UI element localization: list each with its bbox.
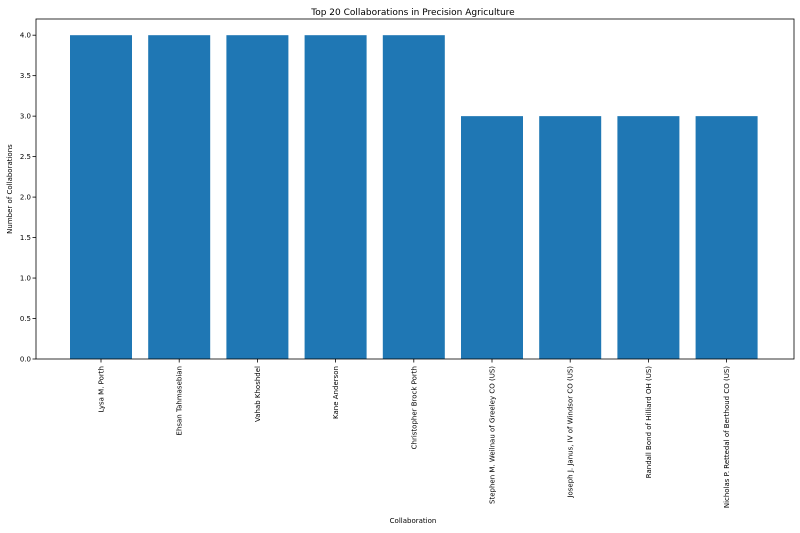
- y-tick-label: 0.0: [20, 356, 31, 364]
- bar: [617, 116, 679, 359]
- bar: [305, 35, 367, 359]
- x-tick-label: Ehsan Tahmasebian: [176, 366, 184, 435]
- bar: [539, 116, 601, 359]
- x-tick-label: Lysa M. Porth: [98, 366, 106, 412]
- x-tick-label: Christopher Brock Porth: [410, 366, 418, 449]
- bar: [383, 35, 445, 359]
- bar: [70, 35, 132, 359]
- bar: [696, 116, 758, 359]
- y-axis: 0.0 0.5 1.0 1.5 2.0 2.5 3.0 3.5 4.0: [20, 32, 36, 364]
- y-tick-label: 1.5: [20, 234, 31, 242]
- bar: [461, 116, 523, 359]
- y-tick-label: 4.0: [20, 32, 31, 40]
- x-tick-label: Kane Anderson: [332, 366, 340, 419]
- bar: [226, 35, 288, 359]
- y-axis-label: Number of Collaborations: [6, 144, 14, 234]
- y-tick-label: 3.0: [20, 113, 31, 121]
- y-tick-label: 3.5: [20, 72, 31, 80]
- x-tick-label: Stephen M. Weilnau of Greeley CO (US): [489, 366, 497, 504]
- y-tick-label: 1.0: [20, 275, 31, 283]
- y-tick-label: 0.5: [20, 315, 31, 323]
- y-tick-label: 2.5: [20, 153, 31, 161]
- x-tick-label: Nicholas P. Rettedal of Berthoud CO (US): [723, 366, 731, 508]
- x-axis: Lysa M. Porth Ehsan Tahmasebian Vahab Khos…: [98, 359, 732, 508]
- chart-title: Top 20 Collaborations in Precision Agric…: [310, 8, 515, 18]
- x-tick-label: Randall Bond of Hilliard OH (US): [645, 366, 653, 478]
- x-axis-label: Collaboration: [390, 517, 437, 525]
- y-tick-label: 2.0: [20, 194, 31, 202]
- bar: [148, 35, 210, 359]
- bars-group: [70, 35, 758, 359]
- x-tick-label: Joseph J. Janus, IV of Windsor CO (US): [567, 366, 575, 499]
- x-tick-label: Vahab Khoshdel: [254, 366, 262, 422]
